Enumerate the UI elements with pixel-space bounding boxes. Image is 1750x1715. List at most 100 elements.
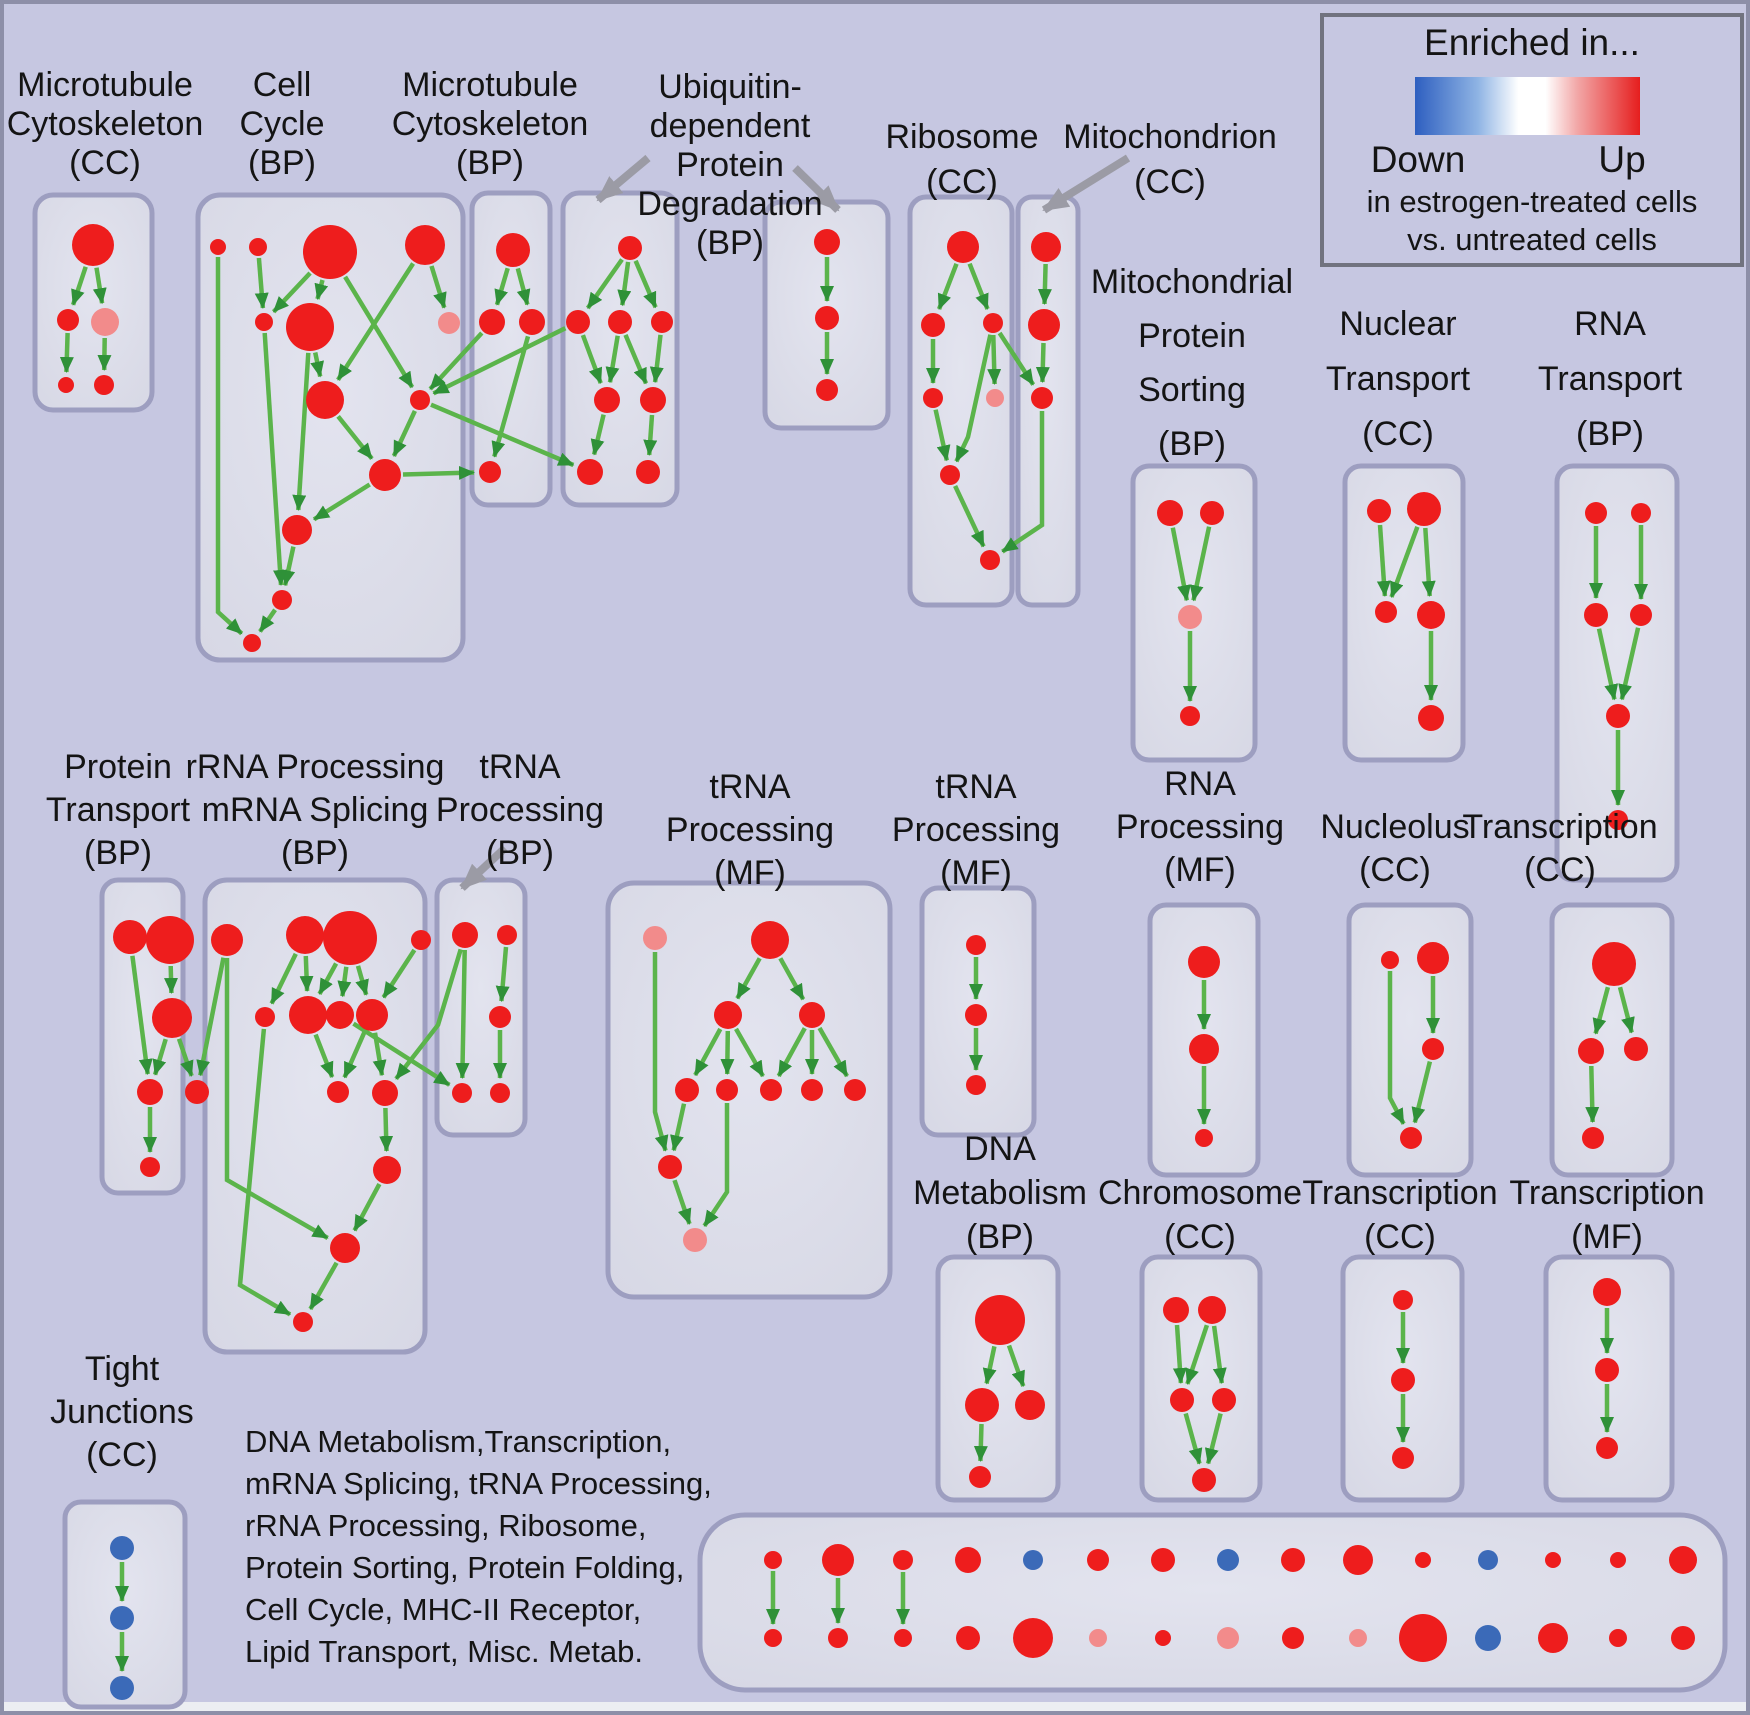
edge-b1n3-to-b1n5 (97, 337, 112, 371)
go-term-node-wt3-red (893, 1550, 913, 1570)
go-term-node-b10n4-red (1630, 604, 1652, 626)
edge-b2j-to-b3n4 (402, 465, 475, 480)
go-term-node-b6n2-red (921, 313, 945, 337)
edge-b3n2-to-b2i (428, 331, 484, 391)
arrow-to-ubiquitin-box-1 (595, 154, 651, 204)
go-term-node-b12N-red (356, 999, 388, 1031)
legend-subtitle-line2: vs. untreated cells (1407, 222, 1657, 257)
label-cell-cycle-bp: Cell Cycle (BP) (239, 66, 324, 182)
go-term-node-wt2-red (822, 1544, 854, 1576)
edge-b2i-to-b2j (391, 409, 417, 457)
go-term-node-b14mL-red (714, 1001, 742, 1029)
cluster-box-b13 (434, 877, 528, 1138)
label-nuclear-transport-cc: Nuclear Transport (CC) (1326, 305, 1471, 453)
go-term-node-b14s2-red (716, 1079, 738, 1101)
legend-down-label: Down (1371, 139, 1466, 180)
edge-b17w3-to-b17w4 (1411, 1061, 1433, 1124)
edge-b9n1-to-b9n3 (1376, 524, 1391, 597)
go-term-node-b23j2-blue (110, 1606, 134, 1630)
label-ribosome-cc: Ribosome (CC) (885, 118, 1038, 201)
go-term-node-b2e-red (255, 313, 273, 331)
edge-b11C-to-b11E (176, 1038, 194, 1077)
edge-b4n3-to-b4n6 (623, 334, 649, 385)
go-term-node-b22m1-red (1593, 1278, 1621, 1306)
go-term-node-b14lo-red (658, 1155, 682, 1179)
go-term-node-wt15-red (1669, 1546, 1697, 1574)
edge-b8n1-to-b8n3 (1170, 527, 1191, 602)
go-term-node-b2j-red (369, 459, 401, 491)
edge-b14mL-to-b14s1 (693, 1027, 723, 1077)
edge-b12G-to-b12R (224, 958, 329, 1240)
edge-b2f-to-b2k (292, 352, 311, 511)
go-term-node-b6n7-red (980, 550, 1000, 570)
edge-b7n3-to-b6n7 (1001, 411, 1045, 554)
go-term-node-b3n4-red (479, 461, 501, 483)
edge-b2d-to-b2g (429, 265, 447, 309)
cluster-box-b18 (1549, 902, 1675, 1178)
edge-b4n2-to-b2i (432, 326, 567, 396)
edge-b12P-to-b12Q (379, 1107, 394, 1152)
label-transcription-mf: Transcription (MF) (1509, 1174, 1704, 1256)
edge-b2b-to-b2e (254, 257, 269, 309)
label-ubiquitin-dependent-protein-degradation-bp: Ubiquitin-dependent Protein Degradation (BP… (637, 68, 822, 262)
go-term-node-b12P-red (372, 1080, 398, 1106)
go-term-node-b10n6-red (1608, 810, 1628, 830)
go-term-node-b17w2-red (1417, 942, 1449, 974)
go-term-node-b12J-red (411, 930, 431, 950)
go-term-node-b13T4-red (452, 1083, 472, 1103)
go-term-node-b11C-red (152, 998, 192, 1038)
edge-b6n3-to-b6n5 (987, 334, 1002, 385)
label-rrna-processing-mrna-splicing-bp: rRNA Processing mRNA Splicing (BP) (186, 748, 445, 872)
edge-b9n2-to-b9n4 (1421, 527, 1436, 597)
go-term-node-b12R-red (330, 1233, 360, 1263)
label-nucleolus-cc: Nucleolus (CC) (1320, 808, 1469, 889)
edge-b19y1-to-b19y3 (1006, 1344, 1026, 1388)
edge-b14b-to-b14mL (735, 957, 762, 1000)
go-term-node-wt8-blue (1217, 1549, 1239, 1571)
go-term-node-b4n8-red (636, 460, 660, 484)
go-term-node-wb3-red (894, 1629, 912, 1647)
arrow-to-ubiquitin-box-2 (792, 165, 841, 213)
go-term-node-b8n2-red (1200, 501, 1224, 525)
go-term-node-b18x2-red (1578, 1038, 1604, 1064)
go-term-node-b15u1-red (966, 935, 986, 955)
go-term-node-b5n1-red (814, 229, 840, 255)
go-term-node-wt9-red (1281, 1548, 1305, 1572)
edge-b1n1-to-b1n3 (92, 267, 107, 305)
edge-b20z4-to-b20z5 (1204, 1413, 1223, 1465)
cluster-box-b9 (1342, 463, 1466, 763)
go-term-node-b2f-red (286, 303, 334, 351)
go-term-node-b9n1-red (1367, 499, 1391, 523)
edge-b19y2-to-b19y4 (973, 1423, 988, 1462)
go-term-node-wt6-red (1087, 1549, 1109, 1571)
edge-b12J-to-b12N (381, 948, 417, 999)
edge-b20z3-to-b20z5 (1183, 1412, 1203, 1465)
go-term-node-wb15-red (1671, 1626, 1695, 1650)
edge-b14lo-to-b14p2 (672, 1179, 692, 1225)
go-term-node-b1n5-red (94, 375, 114, 395)
edge-b7n2-to-b7n3 (1035, 342, 1050, 383)
edge-b3n1-to-b3n2 (494, 267, 510, 306)
go-term-node-b13T1-red (452, 922, 478, 948)
edge-b4n4-to-b4n6 (649, 334, 664, 384)
edge-b4n1-to-b4n3 (617, 261, 632, 307)
go-term-node-b21t3-red (1392, 1447, 1414, 1469)
go-term-node-b2a-red (210, 239, 226, 255)
go-term-node-wb10-pink (1349, 1629, 1367, 1647)
go-term-node-b18x3-red (1624, 1037, 1648, 1061)
go-term-node-b5n2-red (815, 306, 839, 330)
edge-b8n2-to-b8n3 (1189, 526, 1212, 602)
go-term-node-b1n1-red (72, 224, 114, 266)
edge-b19y1-to-b19y2 (982, 1345, 997, 1385)
go-term-node-b8n3-pink (1178, 605, 1202, 629)
edge-b14s2-to-b14p2 (702, 1103, 730, 1228)
go-term-node-b22m2-red (1595, 1358, 1619, 1382)
go-term-node-b2h-red (306, 381, 344, 419)
go-term-node-b14s3-red (760, 1079, 782, 1101)
label-trna-processing-mf-1: tRNA Processing (MF) (666, 768, 834, 892)
edge-b11A-to-b11D (130, 955, 153, 1076)
go-term-node-b11B-red (146, 916, 194, 964)
go-term-node-b11A-red (113, 920, 147, 954)
go-term-node-b6n1-red (947, 231, 979, 263)
